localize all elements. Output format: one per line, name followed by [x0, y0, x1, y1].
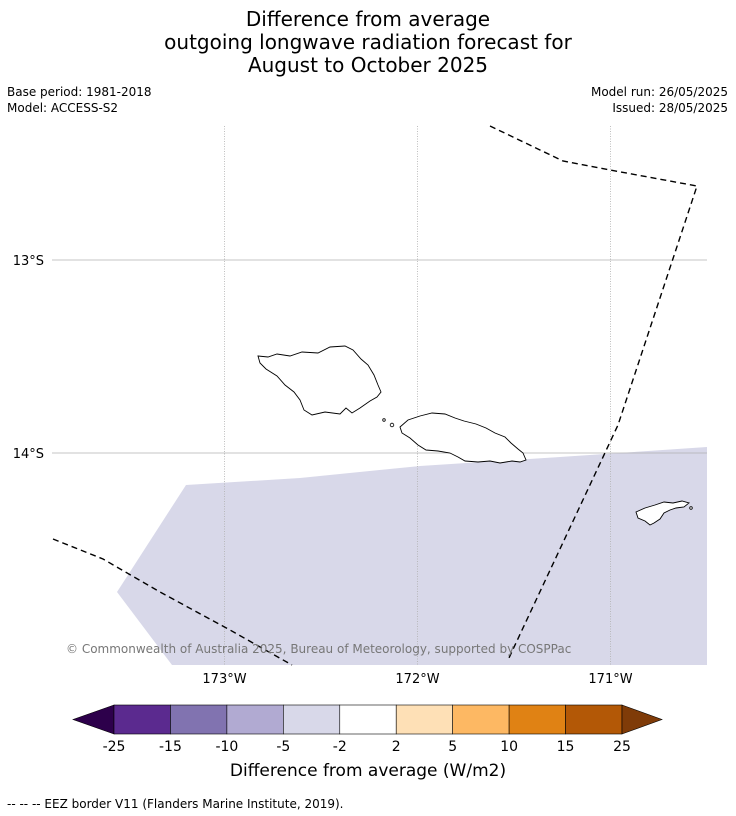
island-upolu [399, 412, 527, 464]
eez-footnote: -- -- -- EEZ border V11 (Flanders Marine… [7, 797, 344, 811]
eez-borders [52, 125, 698, 666]
colorbar-tick-label: 5 [448, 739, 457, 755]
eez-border-east [489, 125, 698, 661]
title-line-1: Difference from average [245, 7, 491, 31]
model-run: Model run: 26/05/2025 [590, 85, 728, 99]
eez-border-southwest [52, 538, 293, 666]
island-savaii [257, 345, 382, 416]
islet-aunuu [689, 506, 693, 510]
colorbar-segment [508, 704, 566, 735]
lon-label-172w: 172°W [395, 672, 439, 687]
issued-date: Issued: 28/05/2025 [612, 101, 728, 115]
colorbar-segment [170, 704, 228, 735]
colorbar-tick-label: 10 [500, 739, 518, 755]
model-name: Model: ACCESS-S2 [7, 101, 119, 115]
lon-label-173w: 173°W [202, 672, 246, 687]
colorbar-tick-label: -2 [333, 739, 347, 755]
islet-manono [389, 422, 395, 428]
colorbar-tick-label: -25 [103, 739, 126, 755]
colorbar-segment [395, 704, 453, 735]
colorbar-segment [452, 704, 510, 735]
colorbar: -25 -15 -10 -5 -2 2 5 10 15 25 [72, 704, 663, 755]
title-line-2: outgoing longwave radiation forecast for [164, 30, 572, 54]
island-tutuila [635, 500, 690, 526]
base-period: Base period: 1981-2018 [7, 85, 152, 99]
colorbar-extend-low [72, 704, 115, 735]
colorbar-tick-label: -10 [215, 739, 238, 755]
colorbar-tick-label: -5 [276, 739, 290, 755]
colorbar-segment [113, 704, 171, 735]
colorbar-tick-label: 25 [613, 739, 631, 755]
lon-label-171w: 171°W [588, 672, 632, 687]
lat-label-13s: 13°S [13, 254, 44, 269]
title-line-3: August to October 2025 [247, 53, 489, 77]
lat-label-14s: 14°S [13, 447, 44, 462]
chart-title: Difference from average outgoing longwav… [0, 8, 736, 77]
colorbar-label: Difference from average (W/m2) [229, 761, 507, 781]
colorbar-tick-label: 2 [392, 739, 401, 755]
colorbar-tick-label: 15 [557, 739, 575, 755]
colorbar-tick-label: -15 [159, 739, 182, 755]
copyright-notice: © Commonwealth of Australia 2025, Bureau… [66, 642, 571, 656]
islet-apolima [382, 418, 386, 422]
meta-right: Model run: 26/05/2025 Issued: 28/05/2025 [591, 84, 728, 116]
colorbar-segment [283, 704, 341, 735]
colorbar-extend-high [621, 704, 663, 735]
anomaly-region [117, 447, 707, 665]
gridlines [52, 126, 707, 665]
meta-left: Base period: 1981-2018 Model: ACCESS-S2 [7, 84, 152, 116]
colorbar-segment [226, 704, 284, 735]
colorbar-segment [565, 704, 623, 735]
colorbar-segment [339, 704, 397, 735]
